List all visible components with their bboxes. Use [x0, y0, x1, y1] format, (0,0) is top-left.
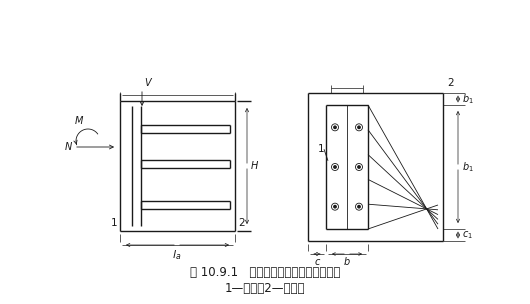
Text: 1: 1 [318, 144, 324, 154]
Circle shape [334, 126, 336, 129]
Text: b: b [344, 257, 350, 267]
Text: N: N [65, 142, 72, 152]
Circle shape [334, 166, 336, 168]
Circle shape [331, 203, 339, 210]
Circle shape [356, 164, 363, 171]
Text: H: H [251, 161, 259, 171]
Circle shape [331, 164, 339, 171]
Text: c: c [314, 257, 320, 267]
Circle shape [358, 166, 360, 168]
Circle shape [331, 124, 339, 131]
Circle shape [334, 206, 336, 208]
Circle shape [356, 124, 363, 131]
Circle shape [358, 206, 360, 208]
Text: M: M [75, 116, 83, 126]
Text: 2: 2 [238, 218, 245, 228]
Text: 2: 2 [447, 78, 454, 88]
Text: 图 10.9.1   由锚板和直锚筋组成的预埋件: 图 10.9.1 由锚板和直锚筋组成的预埋件 [190, 265, 340, 278]
Circle shape [358, 126, 360, 129]
Text: $b_1$: $b_1$ [462, 92, 474, 106]
Circle shape [356, 203, 363, 210]
Text: $c_1$: $c_1$ [462, 229, 473, 241]
Text: 1—锚板；2—直锚筋: 1—锚板；2—直锚筋 [225, 282, 305, 295]
Text: V: V [144, 78, 151, 88]
Text: 1: 1 [110, 218, 117, 228]
Text: $l_a$: $l_a$ [172, 248, 182, 262]
Text: $b_1$: $b_1$ [462, 160, 474, 174]
